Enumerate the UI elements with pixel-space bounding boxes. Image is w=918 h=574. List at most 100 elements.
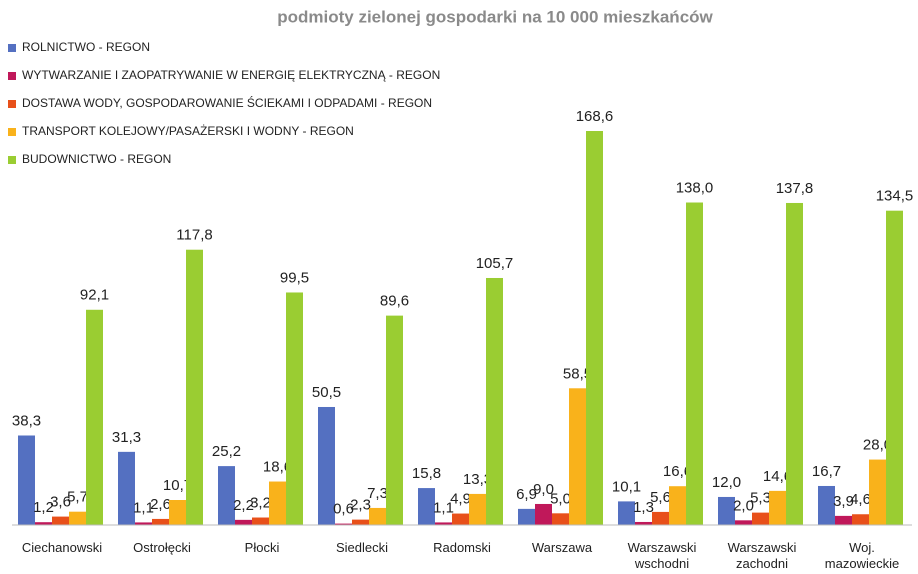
bar: [835, 515, 852, 525]
bar: [869, 459, 886, 525]
value-label: 13,3: [463, 471, 492, 488]
value-label: 3,9: [833, 493, 854, 510]
value-label: 10,7: [163, 477, 192, 494]
value-label: 16,6: [663, 463, 692, 480]
value-label: 1,2: [33, 499, 54, 516]
bar: [418, 488, 435, 525]
bar: [252, 517, 269, 525]
value-label: 4,9: [450, 491, 471, 508]
value-label: 105,7: [476, 255, 514, 272]
bar: [318, 406, 335, 525]
value-label: 14,6: [763, 468, 792, 485]
bar: [752, 512, 769, 525]
bar: [552, 513, 569, 525]
value-label: 3,6: [50, 494, 71, 511]
value-label: 16,7: [812, 463, 841, 480]
bar: [618, 501, 635, 525]
bar: [118, 451, 135, 525]
bar: [169, 499, 186, 525]
x-tick-label: Warszawa: [531, 540, 593, 555]
bar: [718, 496, 735, 525]
bar: [18, 435, 35, 525]
bar: [786, 202, 803, 526]
value-label: 2,3: [350, 497, 371, 514]
value-label: 2,6: [150, 496, 171, 513]
value-label: 99,5: [280, 269, 309, 286]
bar: [335, 523, 352, 525]
value-label: 4,6: [850, 491, 871, 508]
value-label: 5,3: [750, 490, 771, 507]
legend-label: WYTWARZANIE I ZAOPATRYWANIE W ENERGIĘ EL…: [22, 68, 440, 82]
bar: [35, 522, 52, 525]
value-label: 7,3: [367, 485, 388, 502]
bar: [218, 466, 235, 525]
value-label: 1,1: [133, 499, 154, 516]
value-label: 15,8: [412, 465, 441, 482]
x-tick-label: Warszawski wschodni: [627, 540, 697, 571]
value-label: 92,1: [80, 287, 109, 304]
value-label: 0,6: [333, 501, 354, 518]
value-label: 134,5: [876, 188, 914, 205]
legend-swatch: [8, 44, 16, 52]
x-tick-label: Woj. mazowieckie: [824, 540, 900, 571]
x-tick-label: Ciechanowski: [21, 540, 103, 555]
bar: [669, 486, 686, 525]
bar: [635, 521, 652, 525]
bar: [69, 511, 86, 525]
x-tick-label: Ostrołęcki: [133, 540, 191, 555]
value-label: 58,5: [563, 365, 592, 382]
chart-title: podmioty zielonej gospodarki na 10 000 m…: [277, 7, 713, 26]
x-tick-label: Płocki: [244, 540, 280, 555]
legend-swatch: [8, 128, 16, 136]
value-label: 10,1: [612, 478, 641, 495]
value-label: 25,2: [212, 443, 241, 460]
legend-label: DOSTAWA WODY, GOSPODAROWANIE ŚCIEKAMI I …: [22, 95, 432, 110]
bar: [135, 522, 152, 525]
legend-swatch: [8, 72, 16, 80]
value-label: 137,8: [776, 180, 814, 197]
legend-label: TRANSPORT KOLEJOWY/PASAŻERSKI I WODNY - …: [22, 124, 354, 138]
value-label: 50,5: [312, 384, 341, 401]
bar: [352, 519, 369, 525]
bar: [518, 508, 535, 525]
bar: [286, 292, 303, 525]
x-tick-label: Warszawski zachodni: [727, 540, 797, 571]
value-label: 138,0: [676, 179, 714, 196]
bar: [818, 485, 835, 525]
value-label: 2,2: [233, 497, 254, 514]
value-label: 6,9: [516, 486, 537, 503]
value-label: 1,3: [633, 499, 654, 516]
value-label: 28,0: [863, 437, 892, 454]
bar: [535, 503, 552, 525]
bar: [435, 522, 452, 525]
value-label: 89,6: [380, 293, 409, 310]
value-label: 18,6: [263, 459, 292, 476]
bar: [269, 481, 286, 525]
value-label: 168,6: [576, 108, 614, 125]
x-tick-label: Radomski: [433, 540, 491, 555]
bar: [852, 514, 869, 525]
value-label: 2,0: [733, 497, 754, 514]
bar: [586, 131, 603, 525]
value-label: 117,8: [176, 227, 212, 244]
bar: [886, 210, 903, 525]
bar: [735, 520, 752, 525]
value-label: 3,2: [250, 494, 271, 511]
value-label: 31,3: [112, 429, 141, 446]
legend-swatch: [8, 156, 16, 164]
bar: [486, 277, 503, 525]
bar: [152, 518, 169, 525]
bar: [769, 490, 786, 525]
bar: [652, 511, 669, 525]
bar: [686, 202, 703, 525]
bar: [386, 315, 403, 525]
bar: [369, 507, 386, 525]
value-label: 5,0: [550, 490, 571, 507]
bar: [235, 519, 252, 525]
bar: [52, 516, 69, 525]
bar: [469, 493, 486, 525]
x-tick-label: Siedlecki: [335, 540, 389, 555]
legend-swatch: [8, 100, 16, 108]
